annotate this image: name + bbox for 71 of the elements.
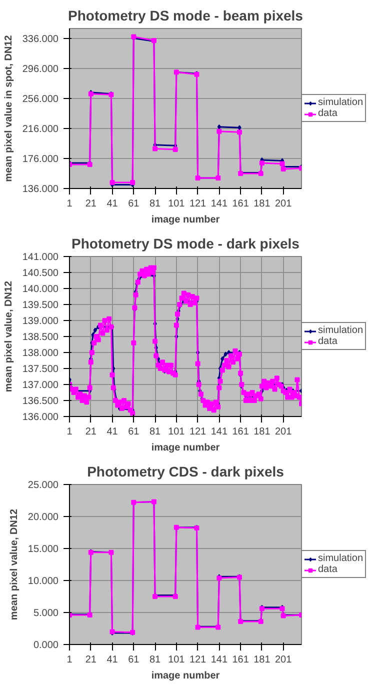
y-tick-label: 20.000	[28, 512, 59, 523]
y-tick-label: 256.000	[22, 94, 59, 105]
legend-label: simulation	[318, 553, 364, 564]
x-tick-label: 21	[85, 198, 97, 210]
x-axis-title: image number	[151, 214, 220, 226]
x-tick-label: 1	[66, 198, 73, 210]
x-tick-label: 1	[66, 426, 73, 438]
y-tick-label: 336.000	[22, 34, 59, 45]
x-tick-label: 81	[149, 654, 162, 666]
x-tick-label: 1	[66, 654, 73, 666]
x-tick-label: 21	[85, 426, 97, 438]
x-tick-label: 101	[168, 198, 186, 210]
x-tick-label: 61	[128, 654, 140, 666]
x-tick-label: 141	[210, 426, 228, 438]
y-tick-label: 138.000	[22, 348, 59, 359]
x-tick-label: 161	[232, 426, 250, 438]
y-tick-label: 140.000	[22, 284, 59, 295]
y-tick-label: 138.500	[22, 332, 59, 343]
x-tick-label: 201	[274, 426, 292, 438]
x-tick-label: 141	[210, 198, 228, 210]
x-tick-label: 181	[254, 198, 271, 210]
x-tick-label: 121	[189, 654, 207, 666]
y-tick-label: 136.000	[22, 184, 59, 195]
y-tick-label: 139.000	[22, 316, 59, 327]
x-tick-label: 81	[149, 198, 162, 210]
y-tick-label: 5.000	[33, 608, 59, 619]
legend-label: simulation	[318, 97, 364, 108]
x-tick-label: 201	[274, 198, 292, 210]
x-tick-label: 61	[128, 426, 140, 438]
x-tick-label: 61	[128, 198, 140, 210]
x-tick-label: 161	[232, 198, 250, 210]
x-tick-label: 41	[106, 198, 118, 210]
y-axis-title: mean pixel value, DN12	[8, 508, 20, 620]
y-tick-label: 216.000	[22, 124, 59, 135]
x-tick-label: 21	[85, 654, 97, 666]
x-tick-label: 181	[254, 654, 271, 666]
y-tick-label: 25.000	[28, 480, 59, 491]
legend-label: data	[318, 564, 338, 575]
x-tick-label: 121	[189, 198, 207, 210]
legend-label: simulation	[318, 325, 364, 336]
y-tick-label: 136.500	[22, 396, 59, 407]
x-tick-label: 81	[149, 426, 162, 438]
x-tick-label: 41	[106, 654, 118, 666]
y-tick-label: 140.500	[22, 268, 59, 279]
chart-title: Photometry CDS - dark pixels	[87, 464, 284, 480]
legend-label: data	[318, 336, 338, 347]
x-tick-label: 181	[254, 426, 271, 438]
y-tick-label: 137.500	[22, 364, 59, 375]
chart-title: Photometry DS mode - beam pixels	[68, 8, 304, 24]
x-tick-label: 201	[274, 654, 292, 666]
y-tick-label: 139.500	[22, 300, 59, 311]
x-tick-label: 41	[106, 426, 118, 438]
legend-label: data	[318, 108, 338, 119]
x-tick-label: 161	[232, 654, 250, 666]
x-tick-label: 101	[168, 426, 186, 438]
y-tick-label: 0.000	[33, 640, 59, 651]
x-tick-label: 141	[210, 654, 228, 666]
chart-title: Photometry DS mode - dark pixels	[72, 236, 300, 252]
x-axis-title: image number	[151, 670, 220, 682]
y-axis-title: mean pixel value, DN12	[3, 280, 14, 392]
y-tick-label: 176.000	[22, 154, 59, 165]
y-axis-title: mean pixel value in spot, DN12	[3, 34, 14, 182]
x-tick-label: 101	[168, 654, 186, 666]
y-tick-label: 296.000	[22, 64, 59, 75]
x-axis-title: image number	[151, 442, 220, 454]
y-tick-label: 141.000	[22, 252, 59, 263]
y-tick-label: 136.000	[22, 412, 59, 423]
y-tick-label: 15.000	[28, 544, 59, 555]
y-tick-label: 10.000	[28, 576, 59, 587]
y-tick-label: 137.000	[22, 380, 59, 391]
x-tick-label: 121	[189, 426, 207, 438]
